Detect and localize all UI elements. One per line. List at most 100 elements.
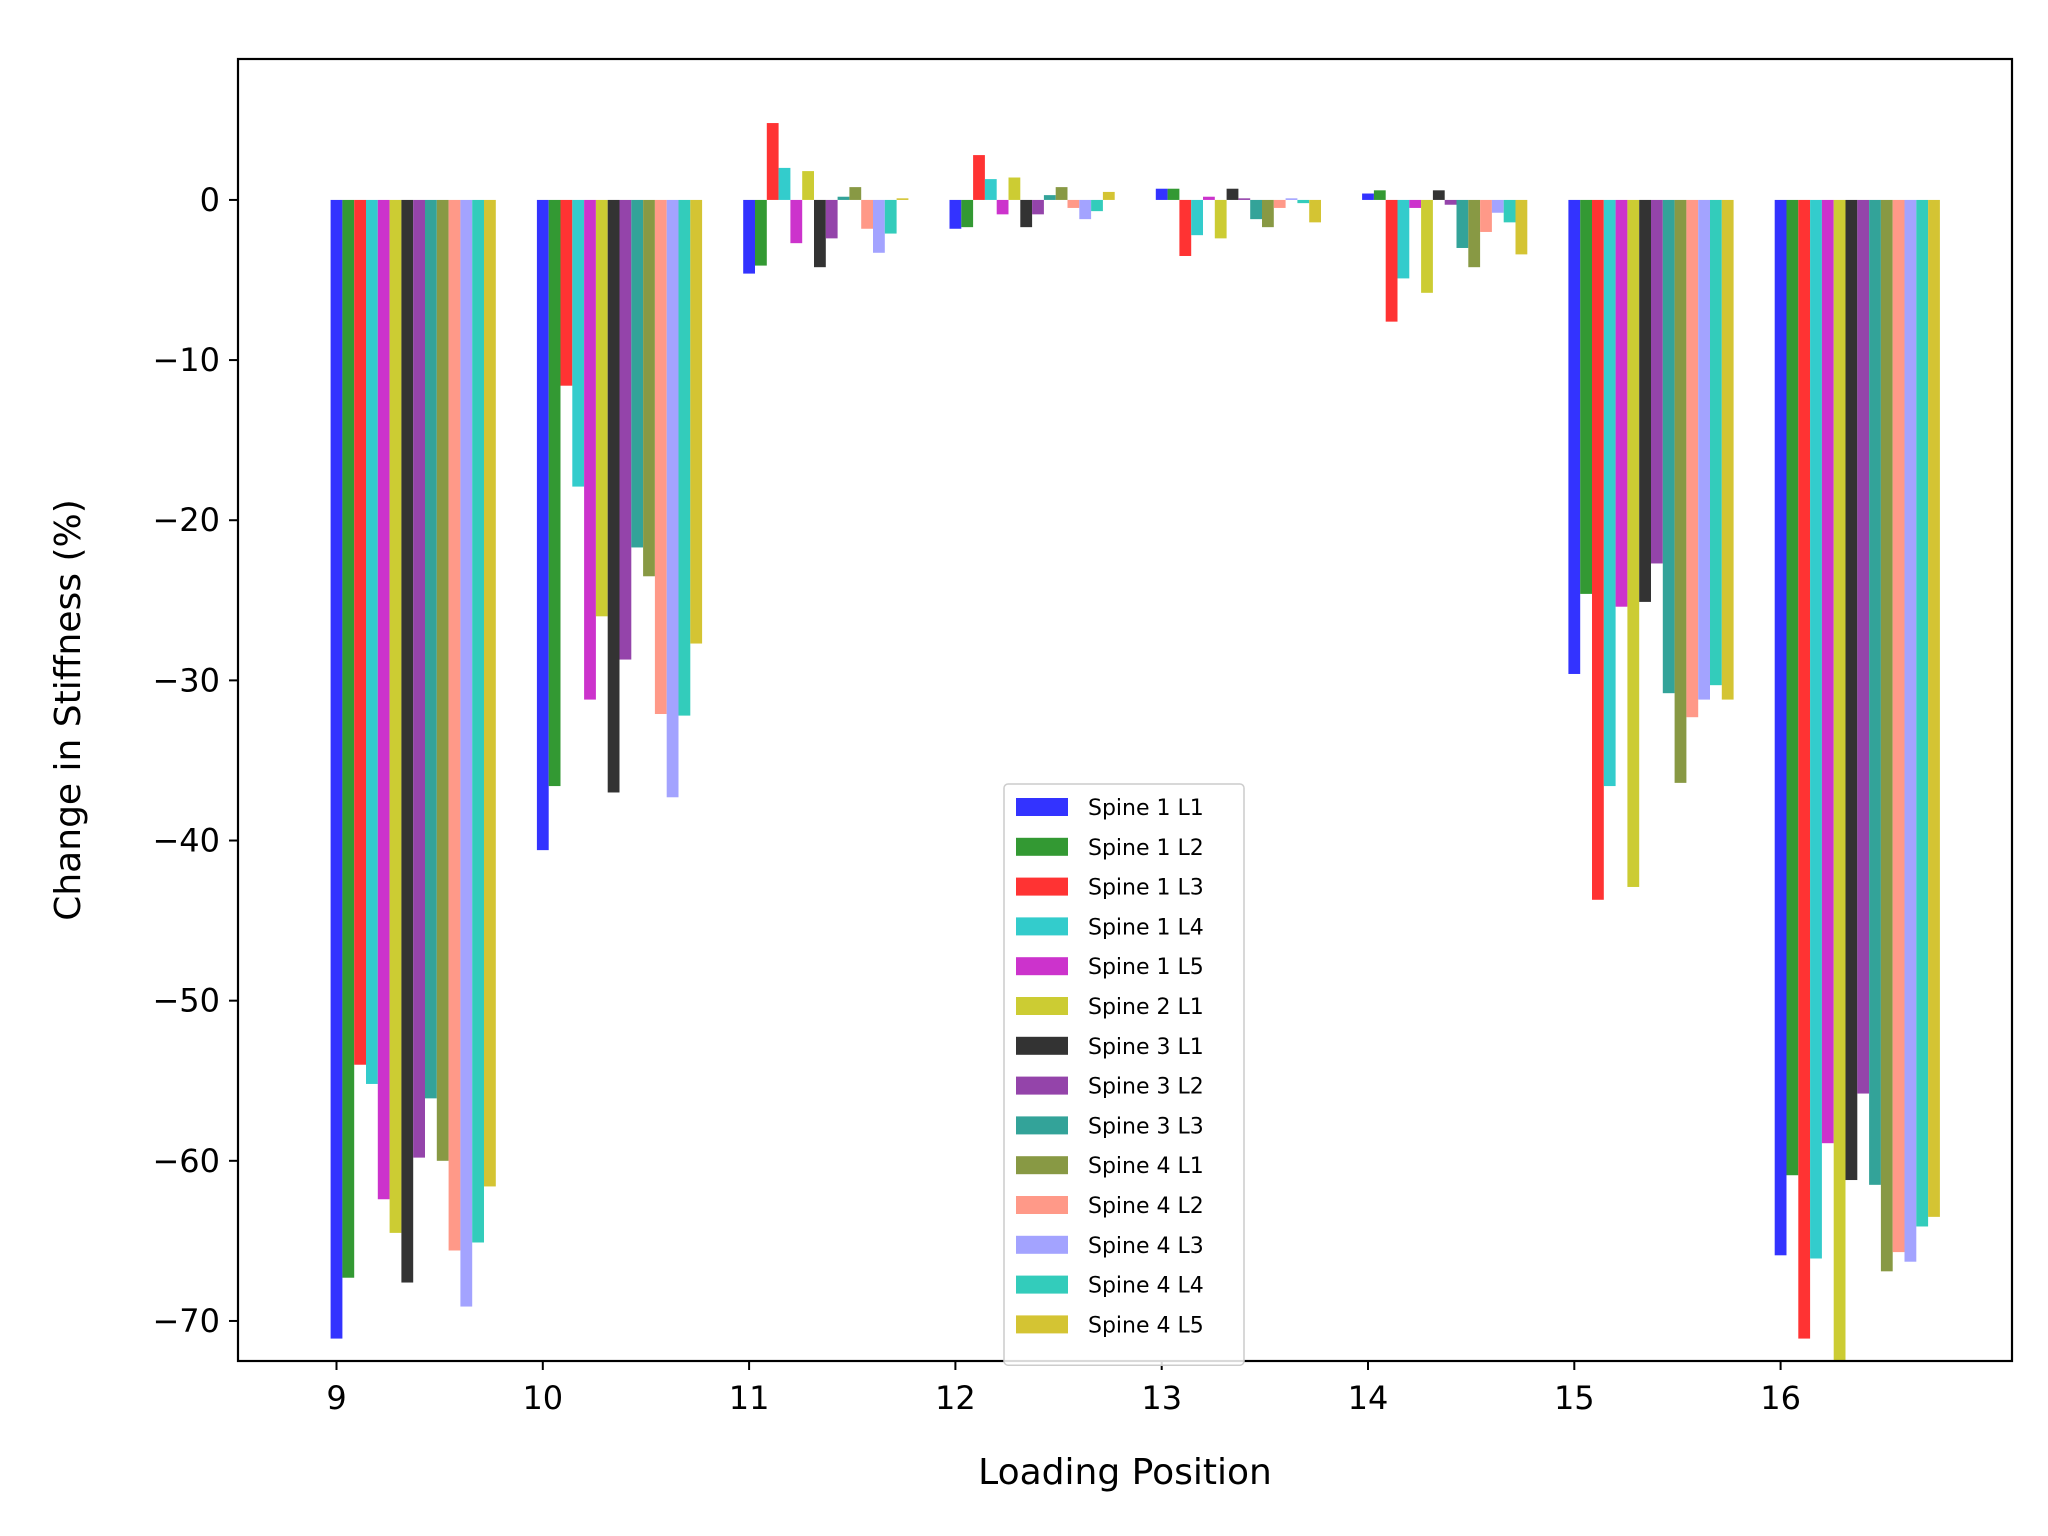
bar-spine-4-l3-pos-11: [873, 199, 885, 253]
bar-spine-4-l5-pos-13: [1309, 199, 1321, 223]
bar-spine-2-l1-pos-13: [1214, 199, 1227, 239]
bar-spine-4-l4-pos-14: [1503, 199, 1516, 223]
bar-spine-1-l2-pos-9: [342, 199, 355, 1278]
bar-spine-1-l1-pos-15: [1568, 199, 1581, 674]
bar-spine-1-l5-pos-14: [1409, 199, 1422, 208]
bar-spine-4-l4-pos-9: [472, 199, 484, 1243]
bar-spine-3-l1-pos-15: [1639, 199, 1651, 602]
bar-spine-4-l4-pos-12: [1091, 199, 1103, 212]
x-tick-label: 12: [935, 1379, 976, 1417]
bar-spine-1-l4-pos-10: [572, 199, 585, 487]
bar-spine-1-l4-pos-11: [778, 167, 791, 200]
bar-spine-4-l3-pos-15: [1698, 199, 1710, 700]
bar-spine-3-l1-pos-11: [814, 199, 826, 268]
bar-spine-1-l2-pos-12: [961, 199, 974, 228]
bar-spine-3-l2-pos-12: [1032, 199, 1044, 215]
bar-spine-1-l4-pos-14: [1397, 199, 1410, 279]
bar-spine-4-l3-pos-14: [1491, 199, 1504, 213]
bar-spine-4-l2-pos-13: [1273, 199, 1286, 208]
bar-spine-2-l1-pos-12: [1008, 177, 1021, 200]
bar-spine-4-l1-pos-15: [1674, 199, 1687, 783]
x-tick-label: 15: [1554, 1379, 1595, 1417]
bar-spine-3-l1-pos-12: [1020, 199, 1033, 228]
bar-spine-4-l4-pos-13: [1297, 199, 1310, 204]
legend-entry-label: Spine 4 L2: [1088, 1194, 1204, 1219]
legend-entry-label: Spine 4 L3: [1088, 1234, 1204, 1259]
legend-swatch: [1016, 917, 1068, 936]
bar-spine-3-l1-pos-10: [607, 199, 620, 793]
bar-spine-4-l1-pos-14: [1468, 199, 1481, 268]
legend-swatch: [1016, 1315, 1068, 1334]
bar-spine-4-l3-pos-13: [1285, 198, 1298, 200]
bar-spine-4-l1-pos-16: [1880, 199, 1893, 1272]
bar-spine-3-l2-pos-10: [619, 199, 632, 660]
bar-spine-3-l3-pos-11: [837, 196, 850, 200]
legend-entry-label: Spine 1 L1: [1088, 796, 1204, 821]
bar-spine-4-l3-pos-10: [666, 199, 679, 798]
bar-spine-3-l3-pos-9: [425, 199, 437, 1099]
bar-spine-1-l3-pos-9: [354, 199, 366, 1065]
legend-entry-label: Spine 3 L1: [1088, 1035, 1204, 1060]
bar-spine-1-l1-pos-14: [1362, 193, 1374, 200]
bar-spine-4-l5-pos-11: [896, 198, 909, 200]
bar-spine-4-l4-pos-15: [1710, 199, 1722, 686]
legend: Spine 1 L1 Spine 1 L2 Spine 1 L3 Spine 1 L4…: [1003, 783, 1245, 1366]
bar-spine-1-l5-pos-15: [1615, 199, 1628, 607]
legend-entry-label: Spine 4 L1: [1088, 1154, 1204, 1179]
legend-swatch: [1016, 798, 1068, 816]
legend-entry-label: Spine 1 L3: [1088, 876, 1204, 901]
bar-spine-1-l4-pos-13: [1191, 199, 1203, 236]
legend-entry-label: Spine 1 L2: [1088, 836, 1204, 861]
bar-spine-1-l5-pos-12: [996, 199, 1009, 215]
bar-spine-1-l1-pos-16: [1774, 199, 1787, 1256]
bar-spine-2-l1-pos-11: [802, 171, 814, 200]
bar-spine-3-l2-pos-14: [1444, 199, 1457, 205]
bar-spine-1-l3-pos-15: [1592, 199, 1604, 900]
legend-swatch: [1016, 877, 1068, 896]
bar-spine-4-l4-pos-16: [1916, 199, 1929, 1227]
bar-spine-3-l2-pos-11: [825, 199, 838, 239]
bar-spine-1-l2-pos-11: [755, 199, 767, 266]
bar-spine-3-l3-pos-16: [1869, 199, 1881, 1185]
legend-swatch: [1016, 1076, 1068, 1095]
bar-spine-1-l4-pos-9: [366, 199, 378, 1084]
bar-spine-4-l3-pos-12: [1079, 199, 1092, 220]
legend-swatch: [1016, 1156, 1068, 1175]
bar-spine-4-l1-pos-12: [1055, 187, 1068, 200]
bar-spine-1-l1-pos-13: [1155, 188, 1168, 200]
bar-spine-4-l4-pos-10: [678, 199, 691, 716]
legend-swatch: [1016, 837, 1068, 856]
y-axis-label: Change in Stiffness (%): [48, 499, 89, 921]
bar-spine-4-l2-pos-14: [1480, 199, 1492, 232]
bar-spine-3-l1-pos-13: [1226, 188, 1239, 200]
bar-spine-1-l2-pos-13: [1167, 188, 1180, 200]
legend-swatch: [1016, 1196, 1068, 1214]
bar-spine-4-l1-pos-10: [643, 199, 655, 577]
bar-spine-3-l1-pos-16: [1845, 199, 1858, 1181]
x-tick-label: 11: [729, 1379, 770, 1417]
bar-spine-2-l1-pos-14: [1421, 199, 1433, 293]
bar-spine-1-l5-pos-9: [377, 199, 390, 1200]
bar-spine-3-l3-pos-12: [1043, 195, 1056, 200]
bar-spine-1-l4-pos-16: [1810, 199, 1822, 1259]
bar-spine-4-l2-pos-16: [1892, 199, 1905, 1253]
bar-spine-1-l3-pos-11: [766, 123, 779, 200]
y-tick-label: −70: [152, 1302, 220, 1340]
bar-spine-1-l1-pos-12: [949, 199, 962, 229]
x-tick-label: 13: [1141, 1379, 1182, 1417]
bar-spine-1-l2-pos-16: [1786, 199, 1799, 1176]
bar-spine-1-l2-pos-14: [1373, 190, 1386, 200]
bar-spine-1-l3-pos-13: [1179, 199, 1192, 256]
legend-entry-label: Spine 4 L4: [1088, 1274, 1204, 1299]
bar-spine-3-l1-pos-14: [1432, 190, 1445, 200]
legend-swatch: [1016, 957, 1068, 976]
bar-spine-4-l1-pos-13: [1262, 199, 1274, 228]
bar-spine-4-l5-pos-12: [1102, 191, 1115, 200]
y-axis: 0 −10 −20 −30 −40 −50 −60 −70: [152, 181, 238, 1340]
bar-spine-1-l2-pos-10: [548, 199, 561, 787]
bar-spine-1-l3-pos-14: [1385, 199, 1398, 322]
legend-entry-label: Spine 1 L5: [1088, 955, 1204, 980]
legend-swatch: [1016, 1235, 1068, 1254]
legend-entry-label: Spine 3 L2: [1088, 1075, 1204, 1100]
legend-swatch: [1016, 1116, 1068, 1135]
